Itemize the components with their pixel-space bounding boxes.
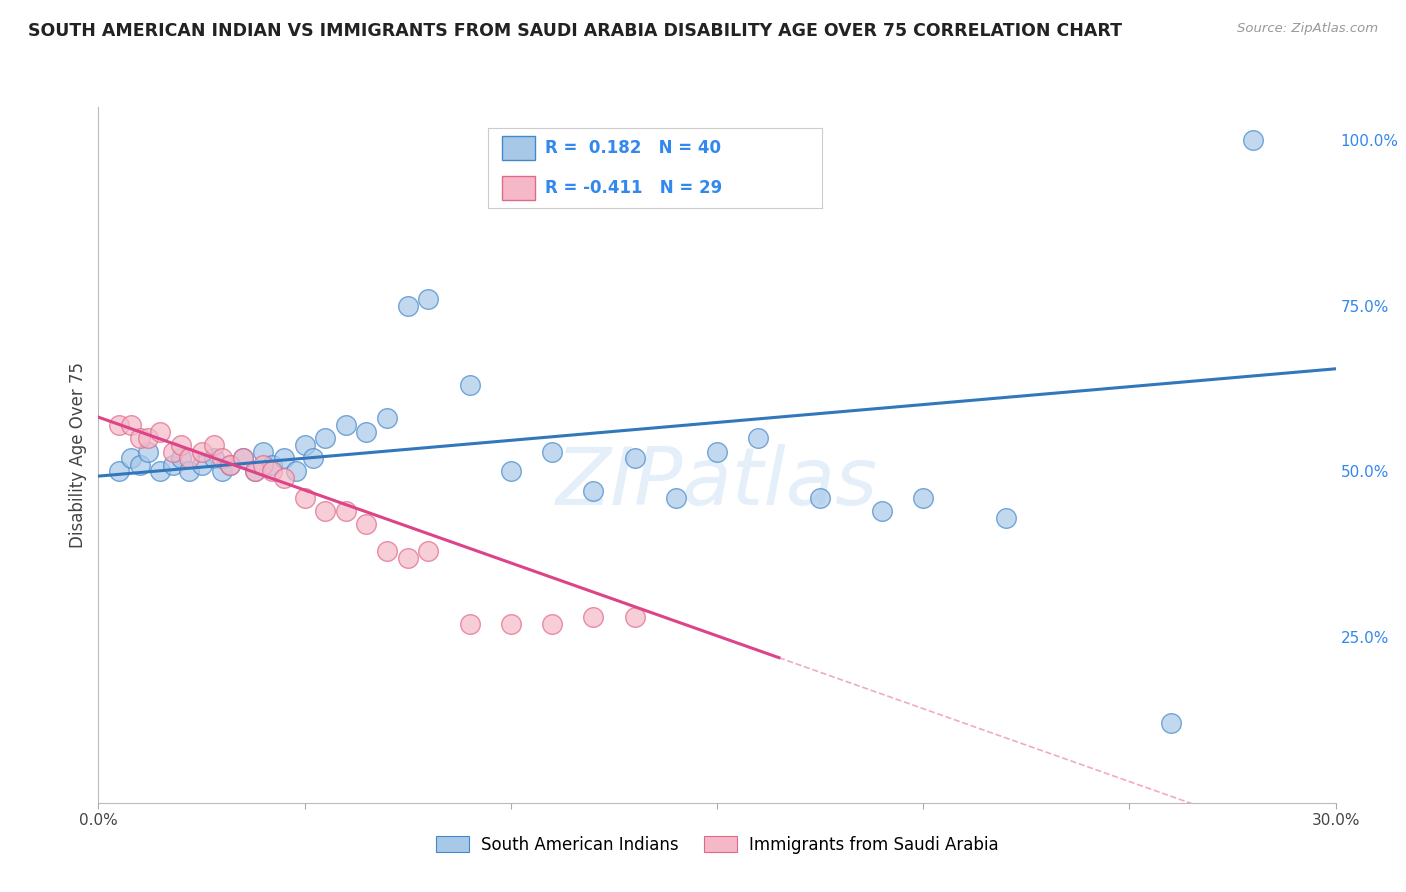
Point xyxy=(211,451,233,466)
Point xyxy=(149,465,172,479)
Point xyxy=(128,431,150,445)
Point xyxy=(356,517,378,532)
Point xyxy=(994,511,1017,525)
Text: ZIPatlas: ZIPatlas xyxy=(555,443,879,522)
Point xyxy=(211,465,233,479)
Point xyxy=(396,550,419,565)
Point xyxy=(202,438,225,452)
Point xyxy=(232,451,254,466)
Point xyxy=(108,465,131,479)
Point xyxy=(302,451,325,466)
Point xyxy=(458,616,481,631)
Point xyxy=(120,451,142,466)
Point xyxy=(136,431,159,445)
Point xyxy=(706,444,728,458)
Point xyxy=(232,451,254,466)
Point xyxy=(375,544,398,558)
Point xyxy=(260,465,283,479)
Point xyxy=(294,491,316,505)
Point xyxy=(170,451,193,466)
Point xyxy=(190,458,212,472)
Point xyxy=(418,544,440,558)
Y-axis label: Disability Age Over 75: Disability Age Over 75 xyxy=(69,362,87,548)
Point xyxy=(1241,133,1264,147)
Text: SOUTH AMERICAN INDIAN VS IMMIGRANTS FROM SAUDI ARABIA DISABILITY AGE OVER 75 COR: SOUTH AMERICAN INDIAN VS IMMIGRANTS FROM… xyxy=(28,22,1122,40)
Point xyxy=(1160,716,1182,731)
Legend: South American Indians, Immigrants from Saudi Arabia: South American Indians, Immigrants from … xyxy=(429,830,1005,861)
Point xyxy=(747,431,769,445)
Point xyxy=(179,465,201,479)
Point xyxy=(294,438,316,452)
Text: Source: ZipAtlas.com: Source: ZipAtlas.com xyxy=(1237,22,1378,36)
Point xyxy=(179,451,201,466)
Point xyxy=(418,292,440,306)
Point xyxy=(912,491,935,505)
Point xyxy=(335,504,357,518)
Point xyxy=(243,465,266,479)
Point xyxy=(582,484,605,499)
Point xyxy=(870,504,893,518)
Point xyxy=(162,458,184,472)
Point xyxy=(541,444,564,458)
Point xyxy=(665,491,688,505)
Point xyxy=(219,458,242,472)
Point xyxy=(170,438,193,452)
Point xyxy=(623,610,645,624)
Point xyxy=(808,491,831,505)
Point xyxy=(273,471,295,485)
Point xyxy=(108,418,131,433)
Point xyxy=(314,431,336,445)
Point xyxy=(190,444,212,458)
Point xyxy=(541,616,564,631)
Point xyxy=(260,458,283,472)
Point xyxy=(162,444,184,458)
Point xyxy=(314,504,336,518)
Point xyxy=(219,458,242,472)
Point xyxy=(375,411,398,425)
Point xyxy=(285,465,308,479)
Point xyxy=(458,378,481,392)
Point xyxy=(623,451,645,466)
Point xyxy=(499,616,522,631)
Point xyxy=(252,458,274,472)
Point xyxy=(335,418,357,433)
Point xyxy=(120,418,142,433)
Point xyxy=(202,451,225,466)
Point xyxy=(582,610,605,624)
Point xyxy=(128,458,150,472)
Point xyxy=(243,465,266,479)
Point xyxy=(499,465,522,479)
Point xyxy=(396,299,419,313)
Point xyxy=(273,451,295,466)
Point xyxy=(252,444,274,458)
Point xyxy=(149,425,172,439)
Point xyxy=(136,444,159,458)
Point xyxy=(356,425,378,439)
